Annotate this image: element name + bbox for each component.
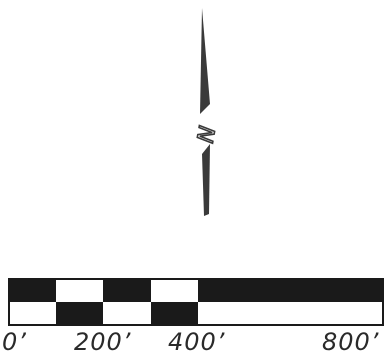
north-arrow-icon: N: [190, 8, 219, 216]
scale-segment: [103, 278, 151, 302]
scale-segment: [8, 278, 56, 302]
north-arrow-upper-blade: [200, 8, 210, 114]
scale-label-800: 800’: [322, 328, 380, 356]
north-letter: N: [191, 124, 218, 145]
scale-bar: [8, 278, 384, 326]
scale-segment: [56, 302, 103, 326]
scale-segment: [198, 278, 384, 302]
scale-bar-outline: [8, 278, 384, 326]
scale-label-200: 200’: [74, 328, 132, 356]
scale-label-400: 400’: [168, 328, 226, 356]
scale-segment: [151, 302, 198, 326]
scale-label-0: 0’: [2, 328, 27, 356]
north-arrow-lower-blade: [202, 144, 210, 216]
